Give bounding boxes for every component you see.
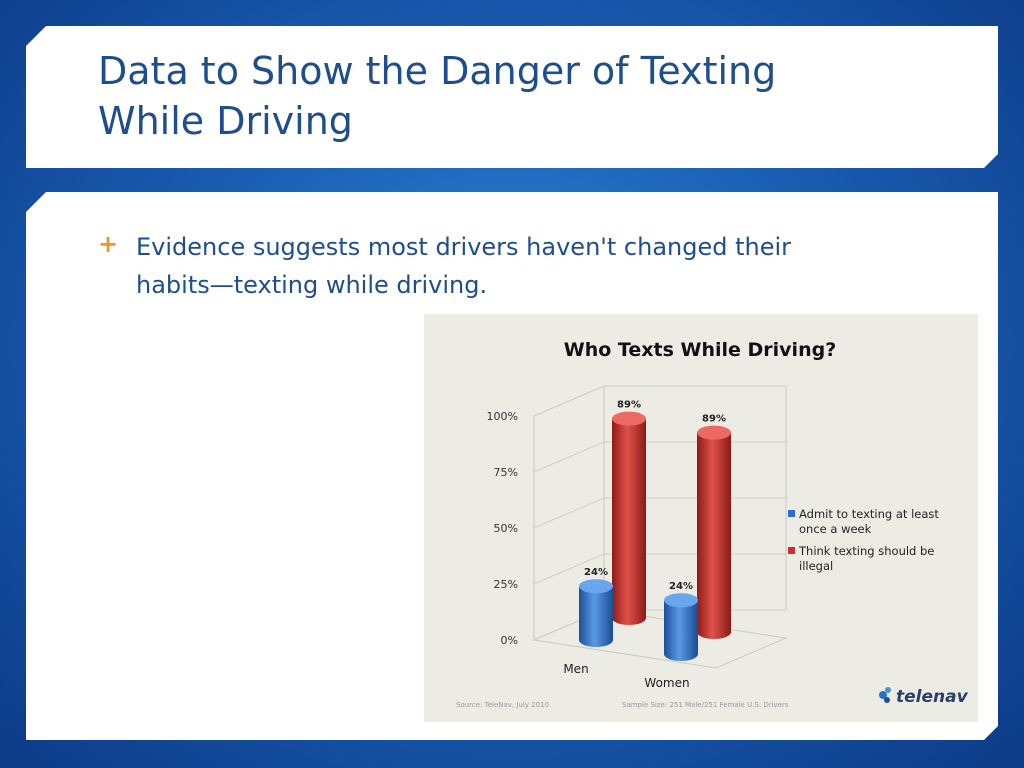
chart-sample-size: Sample Size: 251 Male/251 Female U.S. Dr…	[622, 701, 789, 709]
bar-body	[579, 586, 613, 647]
data-label: 89%	[702, 414, 726, 425]
bullet-marker: +	[98, 230, 119, 258]
gridline	[534, 498, 604, 528]
bar-cap	[697, 426, 731, 440]
gridline	[534, 386, 604, 416]
y-tick-label: 25%	[494, 578, 518, 591]
bar-illegal-women: 89%	[697, 414, 731, 639]
slide-title: Data to Show the Danger of Texting While…	[98, 49, 777, 143]
bar-cap	[579, 579, 613, 593]
telenav-logo-text: telenav	[896, 687, 969, 707]
telenav-logo-icon	[879, 687, 891, 703]
bar-cap	[612, 412, 646, 426]
bar-illegal-men: 89%	[612, 400, 646, 625]
bar-admit-men: 24%	[579, 567, 613, 647]
data-label: 24%	[669, 581, 693, 592]
chart-bars: 89% 89% 24% 24%	[579, 400, 731, 661]
legend-illegal-line2: illegal	[799, 559, 833, 573]
floor	[534, 610, 786, 668]
chart-svg: Who Texts While Driving? 0% 25% 50% 75% 100%…	[424, 314, 978, 722]
legend-swatch-illegal	[788, 547, 795, 554]
telenav-logo: telenav	[879, 687, 969, 707]
y-tick-label: 50%	[494, 522, 518, 535]
chart-title: Who Texts While Driving?	[564, 339, 836, 361]
legend-illegal-line1: Think texting should be	[798, 544, 934, 558]
y-tick-labels: 0% 25% 50% 75% 100%	[487, 410, 518, 647]
category-label-women: Women	[644, 676, 689, 690]
legend-label-illegal: Think texting should be illegal	[798, 544, 938, 573]
category-label-men: Men	[563, 662, 588, 676]
bar-body	[697, 433, 731, 639]
chart-legend: Admit to texting at least once a week Th…	[788, 507, 943, 573]
y-tick-label: 0%	[501, 634, 518, 647]
category-labels: Men Women	[563, 662, 689, 690]
chart-axes	[534, 386, 786, 668]
legend-swatch-admit	[788, 510, 795, 517]
data-label: 24%	[584, 567, 608, 578]
bar-admit-women: 24%	[664, 581, 698, 661]
chart-source: Source: TeleNav, July 2010	[456, 701, 549, 709]
y-tick-label: 100%	[487, 410, 518, 423]
title-panel: Data to Show the Danger of Texting While…	[26, 26, 998, 168]
gridline	[534, 442, 604, 472]
bar-body	[612, 419, 646, 625]
bar-body	[664, 600, 698, 661]
content-panel: + Evidence suggests most drivers haven't…	[26, 192, 998, 740]
y-tick-label: 75%	[494, 466, 518, 479]
legend-admit-line2: once a week	[799, 522, 872, 536]
legend-admit-line1: Admit to texting at least	[799, 507, 939, 521]
legend-label-admit: Admit to texting at least once a week	[799, 507, 943, 536]
bar-cap	[664, 593, 698, 607]
bullet-text: Evidence suggests most drivers haven't c…	[136, 233, 792, 299]
gridline	[534, 554, 604, 584]
chart-image: Who Texts While Driving? 0% 25% 50% 75% 100%…	[424, 314, 978, 722]
data-label: 89%	[617, 400, 641, 411]
